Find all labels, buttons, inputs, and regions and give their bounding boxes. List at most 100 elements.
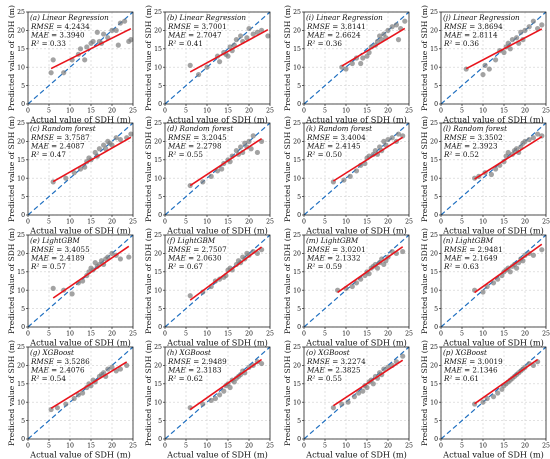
metric-annotation: R² = 0.52 <box>443 150 479 159</box>
data-point <box>343 66 348 71</box>
data-point <box>539 22 544 27</box>
subplot: 0 5 10 15 20 250510152025(b) Linear Regressio… <box>144 5 274 124</box>
x-tick-label: 15 <box>87 219 95 226</box>
y-tick-label: 25 <box>293 344 301 351</box>
metric-name: R² <box>30 39 39 48</box>
data-point <box>491 394 496 399</box>
subplot: 0 5 10 15 20 250510152025(m) LightGBMRMSE = 3… <box>283 228 413 347</box>
y-tick-label: 0 <box>297 324 301 331</box>
data-point <box>483 63 488 68</box>
y-tick-label: 25 <box>17 344 25 351</box>
y-axis-label: Predicted value of SDH (m) <box>420 228 429 334</box>
subplot: 0 5 10 15 20 250510152025(h) XGBoostRMSE = 2.… <box>144 340 274 459</box>
metric-annotation: R² = 0.67 <box>167 262 203 271</box>
x-tick-label: 20 <box>521 443 529 450</box>
x-tick-label: 5 <box>460 219 464 226</box>
data-point <box>80 390 85 395</box>
metric-name: R² <box>306 262 315 271</box>
y-axis-label: Predicted value of SDH (m) <box>144 340 153 446</box>
y-tick-label: 20 <box>154 251 162 258</box>
metric-name: R² <box>443 262 452 271</box>
x-tick-label: 20 <box>245 331 253 338</box>
x-axis-label: Actual value of SDH (m) <box>442 338 544 348</box>
x-tick-label: 0 <box>26 108 30 115</box>
y-tick-label: 5 <box>297 194 301 201</box>
panel-title: (e) LightGBM <box>30 236 80 245</box>
metric-annotation: R² = 0.59 <box>306 262 342 271</box>
x-tick-label: 0 <box>302 331 306 338</box>
x-tick-label: 20 <box>108 331 116 338</box>
y-tick-label: 15 <box>430 157 438 164</box>
data-point <box>49 70 54 75</box>
x-tick-label: 25 <box>405 443 413 450</box>
y-tick-label: 10 <box>430 175 438 182</box>
y-tick-label: 25 <box>430 9 438 16</box>
y-tick-label: 10 <box>154 64 162 71</box>
data-point <box>522 28 527 33</box>
y-tick-label: 10 <box>430 64 438 71</box>
data-point <box>480 400 485 405</box>
x-tick-label: 15 <box>87 108 95 115</box>
data-point <box>400 249 405 254</box>
x-tick-label: 20 <box>108 443 116 450</box>
y-tick-label: 20 <box>430 363 438 370</box>
data-point <box>350 284 355 289</box>
x-axis-label: Actual value of SDH (m) <box>305 338 407 348</box>
x-tick-label: 20 <box>384 331 392 338</box>
y-tick-label: 15 <box>154 381 162 388</box>
x-axis-label: Actual value of SDH (m) <box>29 338 131 348</box>
metric-annotation: R² = 0.47 <box>30 150 66 159</box>
y-tick-label: 25 <box>17 232 25 239</box>
data-point <box>118 256 123 261</box>
y-tick-label: 5 <box>158 306 162 313</box>
x-tick-label: 25 <box>542 443 550 450</box>
x-tick-label: 10 <box>203 219 211 226</box>
x-tick-label: 20 <box>521 331 529 338</box>
x-tick-label: 10 <box>203 443 211 450</box>
x-axis-label: Actual value of SDH (m) <box>29 226 131 236</box>
subplot: 0 5 10 15 20 250510152025(g) XGBoostRMSE = 3.… <box>7 340 137 459</box>
x-tick-label: 10 <box>66 108 74 115</box>
y-tick-label: 5 <box>158 418 162 425</box>
metric-equals: = <box>176 150 187 159</box>
data-point <box>122 19 127 24</box>
x-tick-label: 25 <box>129 443 137 450</box>
metric-name: R² <box>443 150 452 159</box>
x-tick-label: 5 <box>184 219 188 226</box>
metric-value: 0.54 <box>50 374 66 383</box>
metric-value: 0.57 <box>50 262 66 271</box>
y-tick-label: 20 <box>430 139 438 146</box>
metric-annotation: R² = 0.62 <box>167 374 203 383</box>
y-tick-label: 0 <box>434 212 438 219</box>
y-tick-label: 5 <box>434 306 438 313</box>
y-tick-label: 15 <box>293 157 301 164</box>
subplot: 0 5 10 15 20 250510152025(e) LightGBMRMSE = 3… <box>7 228 137 347</box>
x-tick-label: 15 <box>224 443 232 450</box>
y-tick-label: 15 <box>17 157 25 164</box>
y-tick-label: 25 <box>154 9 162 16</box>
x-tick-label: 10 <box>342 331 350 338</box>
x-tick-label: 10 <box>66 443 74 450</box>
x-tick-label: 15 <box>363 443 371 450</box>
x-tick-label: 25 <box>266 331 274 338</box>
y-axis-label: Predicted value of SDH (m) <box>420 5 429 111</box>
data-point <box>209 174 214 179</box>
data-point <box>51 57 56 62</box>
x-tick-label: 15 <box>363 331 371 338</box>
y-axis-label: Predicted value of SDH (m) <box>283 340 292 446</box>
metric-value: 0.55 <box>326 374 342 383</box>
y-tick-label: 20 <box>17 139 25 146</box>
x-tick-label: 5 <box>323 219 327 226</box>
metric-annotation: R² = 0.63 <box>443 262 479 271</box>
y-tick-label: 0 <box>158 212 162 219</box>
metric-equals: = <box>39 262 50 271</box>
data-point <box>489 172 494 177</box>
x-tick-label: 0 <box>163 108 167 115</box>
panel-title: (p) XGBoost <box>443 348 487 357</box>
data-point <box>91 39 96 44</box>
data-point <box>217 392 222 397</box>
data-point <box>539 247 544 252</box>
data-point <box>394 22 399 27</box>
panel-title: (d) Random forest <box>167 124 233 133</box>
x-tick-label: 15 <box>500 331 508 338</box>
